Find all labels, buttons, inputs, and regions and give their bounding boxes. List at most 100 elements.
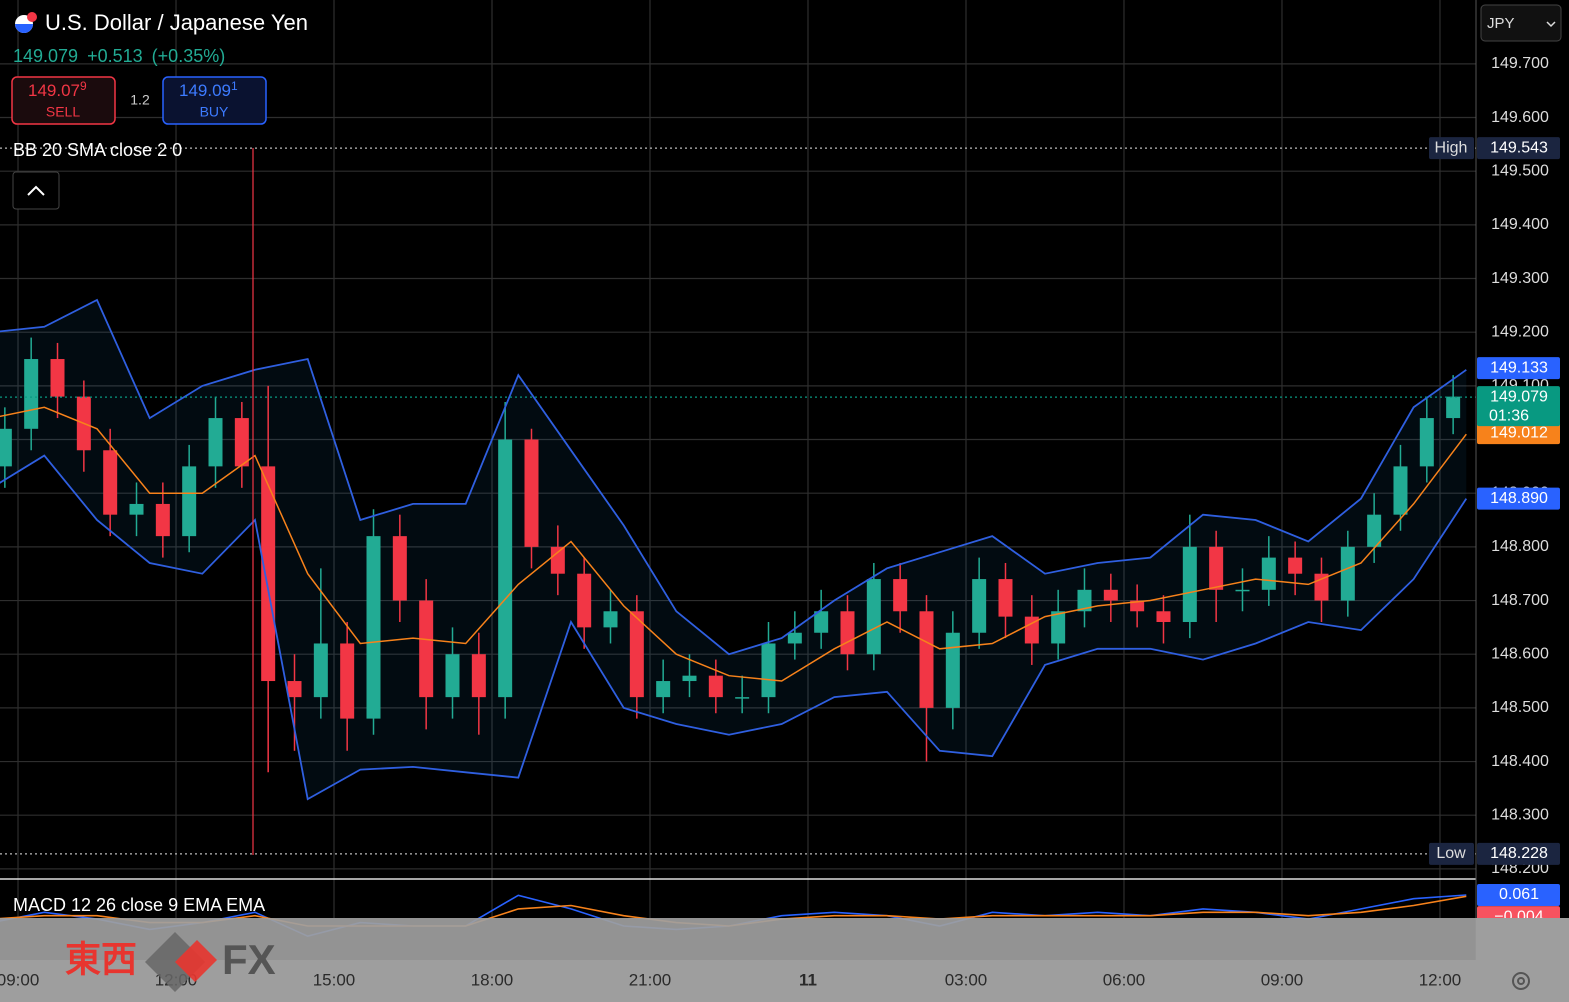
tag-label: Low	[1436, 845, 1466, 862]
macd-title: MACD 12 26 close 9 EMA EMA	[13, 895, 265, 915]
chevron-icon[interactable]	[27, 185, 45, 196]
flag-icon	[15, 24, 33, 33]
candle-body	[0, 428, 12, 467]
sell-pip[interactable]: 9	[80, 79, 87, 93]
candle-body	[182, 466, 197, 537]
y-tick-label: 148.600	[1491, 645, 1549, 662]
buy-price-main[interactable]: 149.09	[179, 81, 231, 100]
currency[interactable]: JPY	[1487, 15, 1515, 32]
candle-body	[1051, 611, 1066, 644]
candle-body	[419, 600, 434, 698]
candle-body	[155, 503, 170, 537]
candle-body	[972, 579, 987, 633]
x-tick-label: 15:00	[313, 970, 356, 989]
price-label: 149.079	[1490, 388, 1548, 405]
buy-price[interactable]: 149.091	[179, 79, 238, 100]
candle-body	[1446, 396, 1461, 419]
candle-body	[498, 439, 513, 698]
tag-label: High	[1435, 139, 1468, 156]
sell-price[interactable]: 149.079	[28, 79, 87, 100]
collapse-button[interactable]	[12, 171, 60, 210]
candle-body	[1235, 589, 1250, 592]
settings-icon[interactable]	[1517, 977, 1525, 985]
buy-button[interactable]	[162, 76, 267, 125]
y-tick-label: 148.700	[1491, 592, 1549, 609]
candle-body	[392, 536, 407, 601]
candle-body	[1367, 514, 1382, 547]
candle-body	[1209, 546, 1224, 590]
x-tick-label: 12:00	[1419, 970, 1462, 989]
price-label-box	[1477, 137, 1560, 160]
candle-body	[1340, 546, 1355, 601]
sell-button[interactable]	[11, 76, 116, 125]
candle-body	[603, 611, 618, 628]
y-tick-label: 148.400	[1491, 753, 1549, 770]
candle-body	[1261, 557, 1276, 590]
candle-body	[261, 466, 276, 682]
candle-body	[814, 611, 829, 633]
candle-body	[524, 439, 539, 547]
currency-select[interactable]	[1480, 4, 1562, 42]
y-tick-label: 149.200	[1491, 323, 1549, 340]
change: +0.513	[87, 46, 143, 66]
candle-body	[1288, 557, 1303, 574]
flag-icon	[27, 12, 37, 22]
candle-body	[103, 450, 118, 515]
y-tick-label: 148.300	[1491, 806, 1549, 823]
sell-price-main[interactable]: 149.07	[28, 81, 80, 100]
tag-box	[1429, 842, 1474, 865]
price-label: 149.543	[1490, 139, 1548, 156]
bb-title: BB 20 SMA close 2 0	[13, 140, 182, 160]
price-label-box	[1477, 883, 1560, 906]
bb-basis	[0, 406, 1467, 682]
price-label: 149.133	[1490, 359, 1548, 376]
candle-body	[1103, 589, 1118, 601]
sell-label[interactable]: SELL	[46, 104, 80, 120]
watermark-logo	[175, 940, 217, 982]
x-tick-label: 21:00	[629, 970, 672, 989]
y-tick-label: 148.500	[1491, 699, 1549, 716]
price-label: 148.890	[1490, 490, 1548, 507]
x-tick-label: 11	[799, 970, 817, 989]
symbol-title: U.S. Dollar / Japanese Yen	[45, 10, 308, 35]
candle-body	[287, 681, 302, 698]
price-labels: 149.543 High 148.228 Low 149.133 148.890 149.0…	[1429, 137, 1560, 929]
candle-body	[735, 697, 750, 699]
price-label-box	[1477, 422, 1560, 445]
y-tick-label: 149.400	[1491, 216, 1549, 233]
candle-body	[1419, 418, 1434, 467]
candle-body	[656, 681, 671, 698]
settings-icon[interactable]	[1512, 972, 1530, 990]
y-tick-label: 149.600	[1491, 109, 1549, 126]
time-axis-bg	[0, 960, 1569, 1002]
candle-body	[629, 611, 644, 698]
candle-body	[550, 546, 565, 574]
candle-body	[893, 579, 908, 612]
buy-pip[interactable]: 1	[231, 79, 238, 93]
y-tick-label: 149.300	[1491, 270, 1549, 287]
x-tick-label: 09:00	[1261, 970, 1304, 989]
y-tick-label: 148.800	[1491, 538, 1549, 555]
buy-label[interactable]: BUY	[200, 104, 229, 120]
price-label-box	[1477, 386, 1560, 427]
candle-body	[1077, 589, 1092, 612]
candle-body	[313, 643, 328, 698]
x-tick-label: 03:00	[945, 970, 988, 989]
candle-body	[1156, 611, 1171, 623]
candle-body	[998, 579, 1013, 617]
price-label: 149.012	[1490, 424, 1548, 441]
dropdown-icon[interactable]	[1546, 21, 1556, 28]
spread: 1.2	[130, 92, 150, 108]
candle-body	[340, 643, 355, 719]
candle-body	[1182, 546, 1197, 623]
price-label: 0.061	[1499, 886, 1539, 903]
watermark-kanji: 東西	[65, 939, 137, 980]
candle-body	[1393, 466, 1408, 515]
overlay-band	[0, 918, 1476, 960]
candle-body	[919, 611, 934, 708]
candle-body	[840, 611, 855, 655]
candle-body	[1130, 600, 1145, 612]
bb-lower	[0, 454, 1468, 801]
